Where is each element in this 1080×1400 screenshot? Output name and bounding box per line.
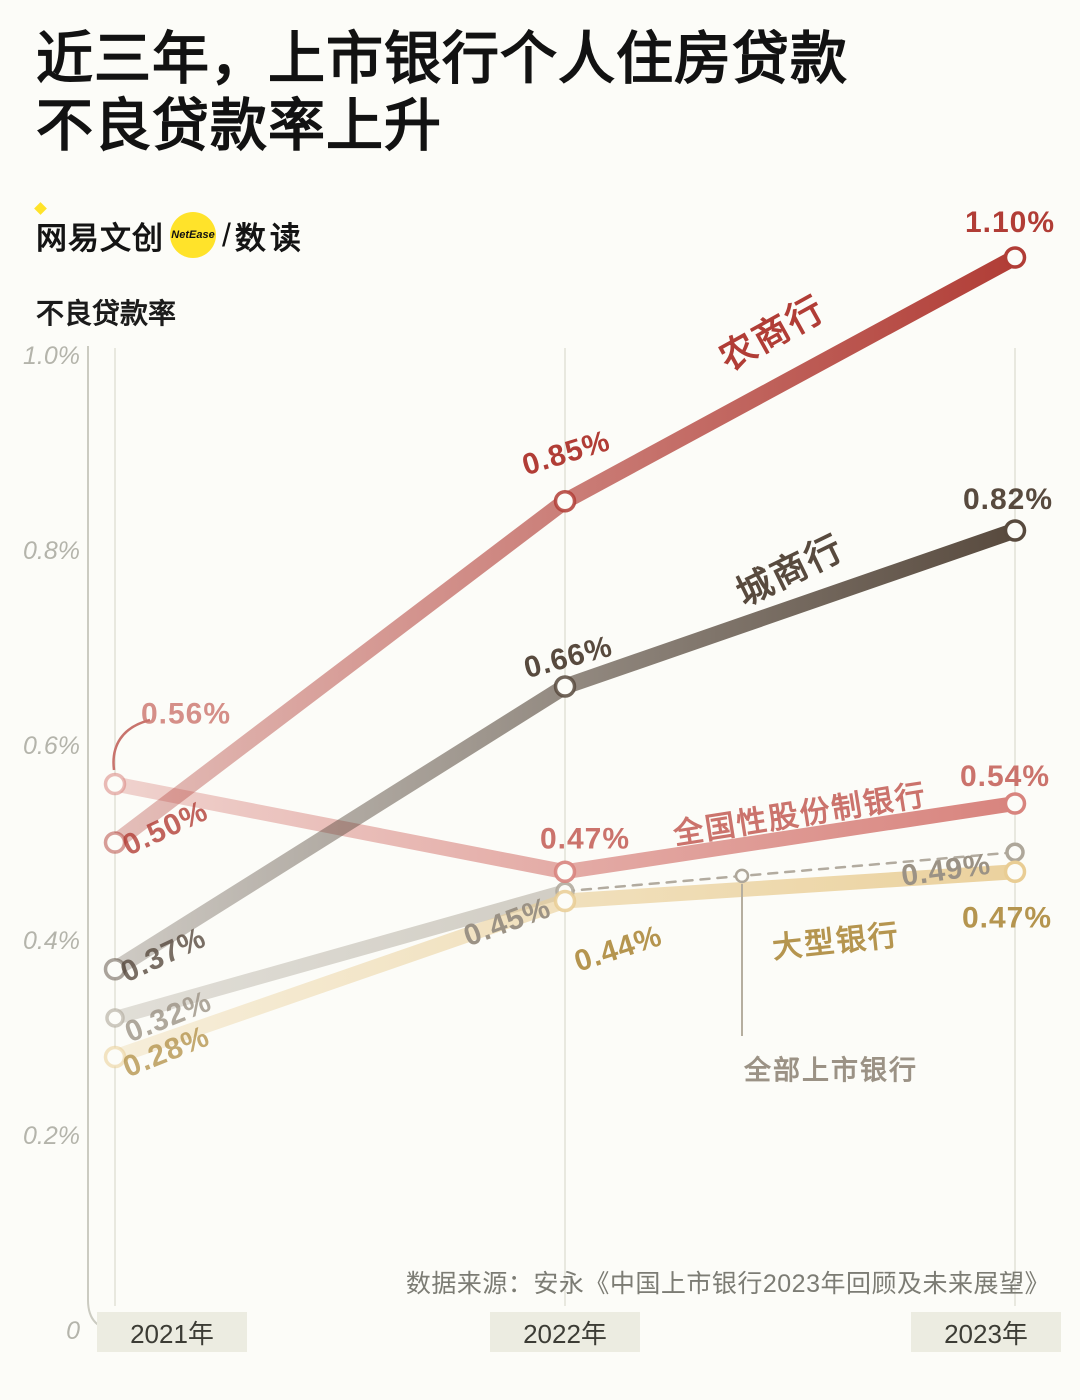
series-line-all-dashed	[563, 851, 1017, 893]
title-line-2: 不良贷款率上升	[36, 93, 442, 158]
label-leader-curve	[112, 718, 151, 771]
brand-name-text: 网易文创	[36, 220, 164, 256]
value-label: 0.49%	[899, 848, 993, 893]
data-marker	[1003, 792, 1027, 815]
brand-name: 网易文创	[34, 201, 164, 258]
data-marker	[553, 490, 577, 513]
data-marker	[103, 831, 127, 854]
annotation-marker	[734, 868, 750, 884]
brand-divider: /	[222, 216, 231, 253]
y-axis-title: 不良贷款率	[36, 298, 177, 329]
chart-title: 近三年，上市银行个人住房贷款 不良贷款率上升	[36, 26, 848, 159]
y-tick-label: 0.2%	[23, 1122, 80, 1150]
data-marker	[1003, 860, 1027, 883]
series-name-label: 全部上市银行	[743, 1054, 918, 1085]
data-marker	[553, 889, 577, 913]
value-label: 0.47%	[540, 822, 630, 855]
data-source: 数据来源：安永《中国上市银行2023年回顾及未来展望》	[405, 1270, 1050, 1298]
value-label: 0.56%	[141, 698, 231, 731]
y-tick-label: 0	[66, 1317, 80, 1345]
brand-logo: 网易文创 NetEase / 数读	[34, 201, 305, 258]
x-axis-category: 2021年	[97, 1312, 247, 1352]
data-marker	[553, 675, 577, 698]
title-line-1: 近三年，上市银行个人住房贷款	[36, 27, 848, 91]
value-label: 1.10%	[965, 206, 1055, 239]
y-tick-label: 0.4%	[23, 927, 80, 955]
data-marker	[103, 772, 127, 796]
data-marker	[103, 958, 127, 981]
value-label: 0.82%	[963, 483, 1053, 516]
x-axis-category: 2022年	[490, 1312, 640, 1352]
value-label: 0.47%	[962, 901, 1052, 934]
brand-sub-title: 数读	[234, 220, 305, 256]
data-marker	[1003, 246, 1027, 269]
data-marker	[1005, 842, 1025, 862]
data-marker	[553, 860, 577, 883]
data-marker	[103, 1045, 127, 1069]
data-marker	[105, 1008, 125, 1028]
series-name-label: 大型银行	[771, 919, 902, 965]
value-label: 0.44%	[570, 919, 666, 978]
y-tick-label: 1.0%	[23, 342, 80, 370]
y-tick-label: 0.8%	[23, 537, 80, 565]
data-marker	[1003, 519, 1027, 542]
netease-badge: NetEase	[170, 212, 216, 258]
y-tick-label: 0.6%	[23, 732, 80, 760]
x-axis-category: 2023年	[911, 1312, 1061, 1352]
series-line-all	[108, 884, 572, 1025]
value-label: 0.54%	[960, 760, 1050, 793]
